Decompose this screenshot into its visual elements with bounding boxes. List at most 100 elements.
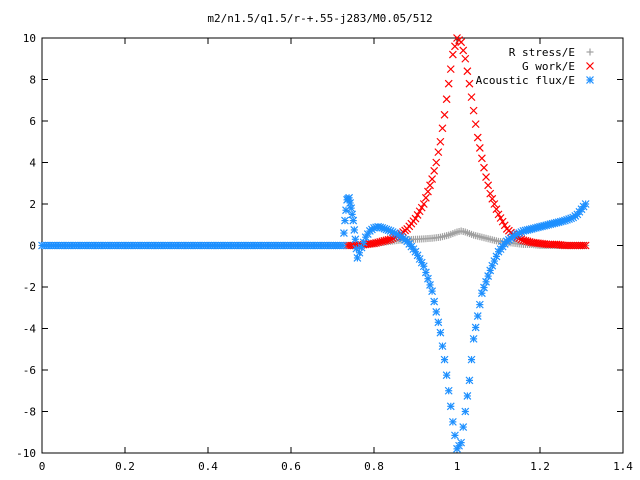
data-point bbox=[444, 79, 453, 88]
data-point bbox=[484, 181, 493, 190]
data-point bbox=[338, 241, 347, 250]
data-point bbox=[459, 46, 468, 55]
data-point bbox=[500, 221, 509, 230]
data-point bbox=[480, 163, 488, 172]
data-point bbox=[428, 287, 437, 296]
x-tick-label: 0 bbox=[39, 460, 46, 473]
legend-label: Acoustic flux/E bbox=[476, 74, 575, 87]
data-point bbox=[467, 93, 476, 102]
data-point bbox=[421, 268, 430, 277]
data-point bbox=[498, 217, 507, 226]
data-point bbox=[440, 355, 449, 364]
y-tick-label: 6 bbox=[29, 115, 36, 128]
data-point bbox=[421, 193, 430, 202]
data-point bbox=[442, 371, 451, 380]
data-point bbox=[473, 312, 482, 320]
data-point bbox=[347, 204, 356, 213]
series-layer bbox=[38, 34, 590, 453]
chart-title: m2/n1.5/q1.5/r-+.55-j283/M0.05/512 bbox=[207, 12, 432, 25]
data-point bbox=[438, 124, 447, 133]
data-point bbox=[463, 392, 472, 400]
data-point bbox=[419, 262, 428, 271]
data-point bbox=[424, 187, 432, 196]
data-point bbox=[494, 210, 503, 219]
data-point bbox=[434, 148, 443, 157]
data-point bbox=[384, 235, 393, 244]
data-point bbox=[432, 158, 441, 167]
data-point bbox=[430, 166, 439, 175]
data-point bbox=[413, 210, 422, 219]
data-point bbox=[486, 189, 495, 198]
data-point bbox=[438, 342, 447, 351]
data-point bbox=[351, 235, 360, 244]
legend-marker bbox=[586, 62, 594, 70]
data-point bbox=[490, 200, 499, 208]
legend-entry: R stress/E bbox=[509, 46, 594, 59]
data-point bbox=[579, 241, 588, 250]
data-point bbox=[444, 386, 453, 395]
data-point bbox=[432, 307, 441, 316]
x-tick-label: 0.4 bbox=[198, 460, 218, 473]
data-point bbox=[448, 417, 457, 426]
data-point bbox=[465, 376, 474, 385]
data-point bbox=[517, 235, 526, 244]
x-tick-label: 0.8 bbox=[364, 460, 384, 473]
data-point bbox=[496, 214, 505, 222]
y-tick-label: 0 bbox=[29, 240, 36, 253]
data-point bbox=[348, 210, 357, 219]
legend-marker bbox=[586, 76, 594, 84]
data-point bbox=[581, 241, 590, 250]
data-point bbox=[457, 438, 466, 447]
data-point bbox=[446, 402, 455, 411]
x-tick-label: 0.2 bbox=[115, 460, 135, 473]
data-point bbox=[436, 137, 445, 146]
data-point bbox=[424, 274, 432, 283]
data-point bbox=[451, 431, 459, 440]
legend-entry: G work/E bbox=[522, 60, 594, 73]
data-point bbox=[469, 106, 478, 115]
data-point bbox=[469, 334, 478, 343]
data-point bbox=[463, 67, 472, 76]
data-point bbox=[349, 216, 358, 225]
data-point bbox=[448, 50, 457, 59]
data-point bbox=[477, 154, 486, 163]
data-point bbox=[419, 200, 428, 208]
legend-entry: Acoustic flux/E bbox=[476, 74, 594, 87]
data-point bbox=[457, 38, 466, 47]
data-point bbox=[339, 229, 348, 237]
y-tick-label: -4 bbox=[23, 323, 37, 336]
plot-axes: 0 0.2 0.4 0.6 0.8 1 1.2 1.4 -10 -8 -6 -4 -2 0 2 4 6 8 10 bbox=[16, 32, 633, 473]
data-point bbox=[386, 235, 395, 244]
data-point bbox=[581, 200, 590, 208]
data-point bbox=[492, 205, 501, 214]
x-tick-label: 1.4 bbox=[613, 460, 633, 473]
legend-marker bbox=[586, 48, 594, 56]
y-tick-label: 2 bbox=[29, 198, 36, 211]
data-point bbox=[426, 281, 434, 289]
data-point bbox=[471, 120, 480, 129]
y-tick-label: 10 bbox=[23, 32, 36, 45]
data-point bbox=[428, 175, 437, 184]
y-tick-label: -10 bbox=[16, 447, 36, 460]
data-point bbox=[471, 323, 480, 332]
data-point bbox=[440, 110, 449, 119]
data-point bbox=[417, 203, 426, 212]
legend-label: G work/E bbox=[522, 60, 575, 73]
data-point bbox=[415, 207, 424, 216]
data-point bbox=[482, 173, 490, 181]
data-point bbox=[475, 300, 484, 309]
data-point bbox=[430, 297, 439, 306]
data-point bbox=[461, 54, 470, 63]
y-tick-label: 4 bbox=[29, 157, 36, 170]
data-point bbox=[434, 318, 443, 327]
data-point bbox=[341, 216, 349, 225]
y-tick-label: -8 bbox=[23, 406, 36, 419]
y-tick-label: 8 bbox=[29, 74, 36, 87]
series-g-work-e bbox=[343, 34, 590, 250]
data-point bbox=[459, 423, 468, 431]
data-point bbox=[465, 79, 474, 88]
data-point bbox=[350, 226, 359, 234]
data-point bbox=[473, 133, 482, 142]
